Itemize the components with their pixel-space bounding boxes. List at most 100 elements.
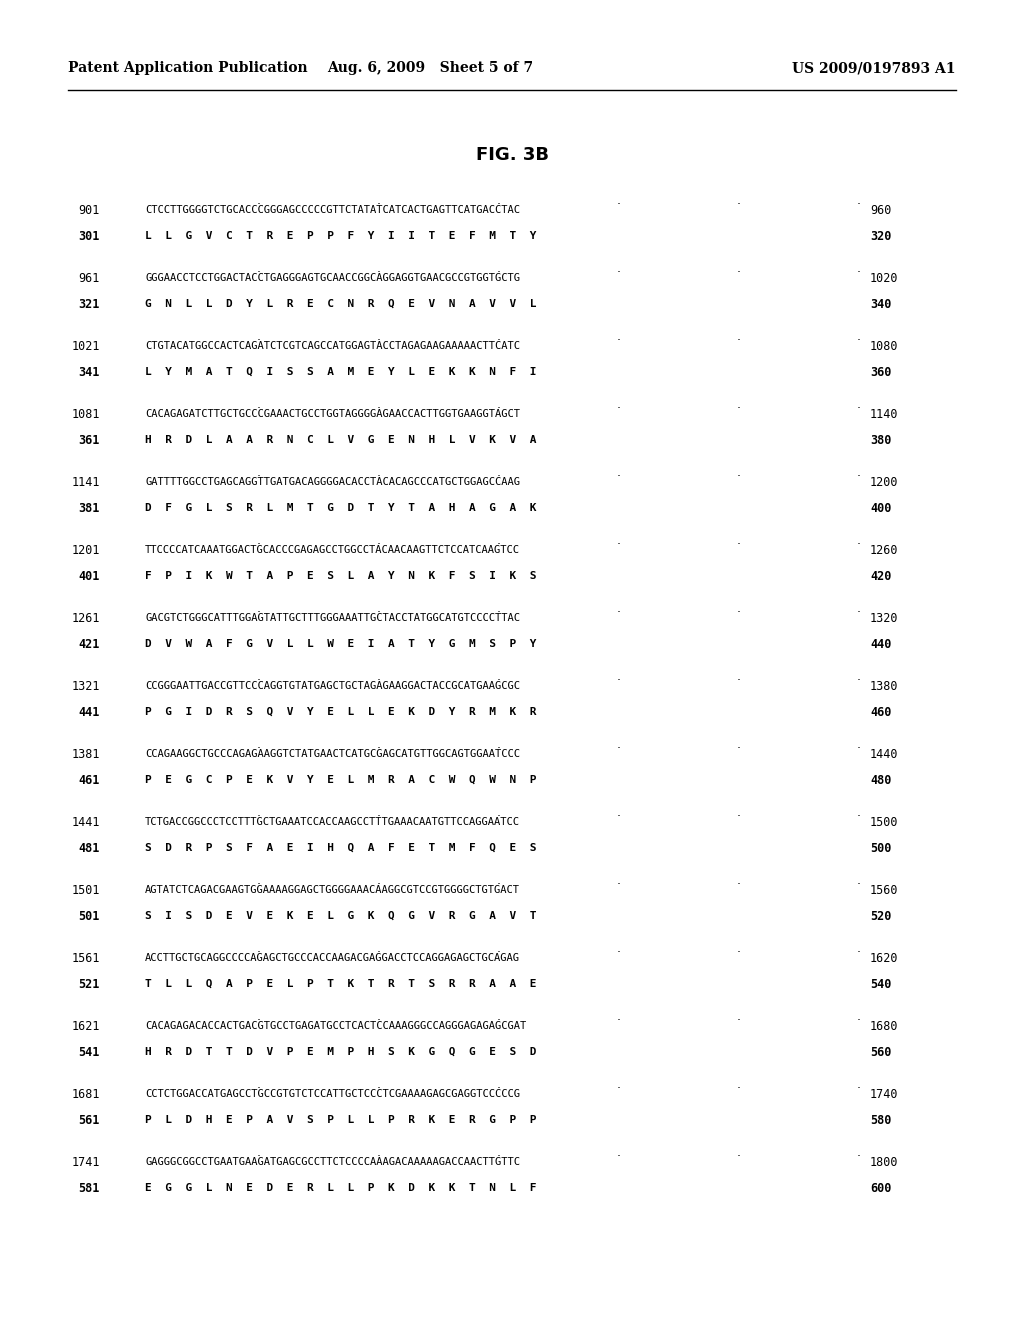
Text: .: . xyxy=(497,330,501,342)
Text: .: . xyxy=(617,1146,621,1159)
Text: 1021: 1021 xyxy=(72,339,100,352)
Text: F  P  I  K  W  T  A  P  E  S  L  A  Y  N  K  F  S  I  K  S: F P I K W T A P E S L A Y N K F S I K S xyxy=(145,572,537,581)
Text: S  D  R  P  S  F  A  E  I  H  Q  A  F  E  T  M  F  Q  E  S: S D R P S F A E I H Q A F E T M F Q E S xyxy=(145,843,537,853)
Text: .: . xyxy=(497,466,501,479)
Text: 460: 460 xyxy=(870,705,891,718)
Text: .: . xyxy=(497,669,501,682)
Text: .: . xyxy=(497,738,501,751)
Text: H  R  D  L  A  A  R  N  C  L  V  G  E  N  H  L  V  K  V  A: H R D L A A R N C L V G E N H L V K V A xyxy=(145,436,537,445)
Text: 441: 441 xyxy=(79,705,100,718)
Text: .: . xyxy=(377,738,381,751)
Text: .: . xyxy=(497,194,501,206)
Text: CCGGGAATTGACCGTTCCCAGGTGTATGAGCTGCTAGAGAAGGACTACCGCATGAAGCGC: CCGGGAATTGACCGTTCCCAGGTGTATGAGCTGCTAGAGA… xyxy=(145,681,520,690)
Text: 1380: 1380 xyxy=(870,680,898,693)
Text: CACAGAGACACCACTGACGTGCCTGAGATGCCTCACTCCAAAGGGCCAGGGAGAGAGCGAT: CACAGAGACACCACTGACGTGCCTGAGATGCCTCACTCCA… xyxy=(145,1020,526,1031)
Text: 360: 360 xyxy=(870,366,891,379)
Text: .: . xyxy=(737,805,741,818)
Text: GATTTTGGCCTGAGCAGGTTGATGACAGGGGACACCTACACAGCCCATGCTGGAGCCAAG: GATTTTGGCCTGAGCAGGTTGATGACAGGGGACACCTACA… xyxy=(145,477,520,487)
Text: .: . xyxy=(857,330,861,342)
Text: L  L  G  V  C  T  R  E  P  P  F  Y  I  I  T  E  F  M  T  Y: L L G V C T R E P P F Y I I T E F M T Y xyxy=(145,231,537,242)
Text: CTGTACATGGCCACTCAGATCTCGTCAGCCATGGAGTACCTAGAGAAGAAAAACTTCATC: CTGTACATGGCCACTCAGATCTCGTCAGCCATGGAGTACC… xyxy=(145,341,520,351)
Text: .: . xyxy=(377,602,381,615)
Text: .: . xyxy=(497,1146,501,1159)
Text: 1321: 1321 xyxy=(72,680,100,693)
Text: 1260: 1260 xyxy=(870,544,898,557)
Text: .: . xyxy=(377,533,381,546)
Text: .: . xyxy=(737,533,741,546)
Text: 341: 341 xyxy=(79,366,100,379)
Text: .: . xyxy=(737,1077,741,1090)
Text: 1680: 1680 xyxy=(870,1019,898,1032)
Text: .: . xyxy=(257,261,261,275)
Text: .: . xyxy=(857,738,861,751)
Text: 361: 361 xyxy=(79,433,100,446)
Text: 401: 401 xyxy=(79,569,100,582)
Text: 540: 540 xyxy=(870,978,891,990)
Text: .: . xyxy=(257,533,261,546)
Text: .: . xyxy=(737,397,741,411)
Text: .: . xyxy=(377,669,381,682)
Text: 1081: 1081 xyxy=(72,408,100,421)
Text: .: . xyxy=(617,194,621,206)
Text: 581: 581 xyxy=(79,1181,100,1195)
Text: .: . xyxy=(737,194,741,206)
Text: 1621: 1621 xyxy=(72,1019,100,1032)
Text: 1800: 1800 xyxy=(870,1155,898,1168)
Text: 1561: 1561 xyxy=(72,952,100,965)
Text: .: . xyxy=(617,1077,621,1090)
Text: .: . xyxy=(377,194,381,206)
Text: .: . xyxy=(737,261,741,275)
Text: .: . xyxy=(857,805,861,818)
Text: 501: 501 xyxy=(79,909,100,923)
Text: P  E  G  C  P  E  K  V  Y  E  L  M  R  A  C  W  Q  W  N  P: P E G C P E K V Y E L M R A C W Q W N P xyxy=(145,775,537,785)
Text: T  L  L  Q  A  P  E  L  P  T  K  T  R  T  S  R  R  A  A  E: T L L Q A P E L P T K T R T S R R A A E xyxy=(145,979,537,989)
Text: .: . xyxy=(257,805,261,818)
Text: 1440: 1440 xyxy=(870,747,898,760)
Text: 600: 600 xyxy=(870,1181,891,1195)
Text: 580: 580 xyxy=(870,1114,891,1126)
Text: D  V  W  A  F  G  V  L  L  W  E  I  A  T  Y  G  M  S  P  Y: D V W A F G V L L W E I A T Y G M S P Y xyxy=(145,639,537,649)
Text: .: . xyxy=(857,874,861,887)
Text: .: . xyxy=(857,669,861,682)
Text: 321: 321 xyxy=(79,297,100,310)
Text: .: . xyxy=(377,466,381,479)
Text: GGGAACCTCCTGGACTACCTGAGGGAGTGCAACCGGCAGGAGGTGAACGCCGTGGTGCTG: GGGAACCTCCTGGACTACCTGAGGGAGTGCAACCGGCAGG… xyxy=(145,273,520,282)
Text: 320: 320 xyxy=(870,230,891,243)
Text: 1500: 1500 xyxy=(870,816,898,829)
Text: .: . xyxy=(857,533,861,546)
Text: 381: 381 xyxy=(79,502,100,515)
Text: 1620: 1620 xyxy=(870,952,898,965)
Text: .: . xyxy=(617,1010,621,1023)
Text: .: . xyxy=(737,330,741,342)
Text: .: . xyxy=(617,669,621,682)
Text: .: . xyxy=(377,941,381,954)
Text: 901: 901 xyxy=(79,203,100,216)
Text: .: . xyxy=(617,874,621,887)
Text: .: . xyxy=(737,738,741,751)
Text: TCTGACCGGCCCTCCTTTGCTGAAATCCACCAAGCCTTTGAAACAATGTTCCAGGAATCC: TCTGACCGGCCCTCCTTTGCTGAAATCCACCAAGCCTTTG… xyxy=(145,817,520,828)
Text: CCTCTGGACCATGAGCCTGCCGTGTCTCCATTGCTCCCTCGAAAAGAGCGAGGTCCCCCG: CCTCTGGACCATGAGCCTGCCGTGTCTCCATTGCTCCCTC… xyxy=(145,1089,520,1100)
Text: 520: 520 xyxy=(870,909,891,923)
Text: .: . xyxy=(257,1146,261,1159)
Text: .: . xyxy=(257,874,261,887)
Text: .: . xyxy=(377,805,381,818)
Text: FIG. 3B: FIG. 3B xyxy=(475,147,549,164)
Text: .: . xyxy=(737,1146,741,1159)
Text: .: . xyxy=(617,330,621,342)
Text: AGTATCTCAGACGAAGTGGAAAAGGAGCTGGGGAAACAAGGCGTCCGTGGGGCTGTGACT: AGTATCTCAGACGAAGTGGAAAAGGAGCTGGGGAAACAAG… xyxy=(145,884,520,895)
Text: 1560: 1560 xyxy=(870,883,898,896)
Text: P  L  D  H  E  P  A  V  S  P  L  L  P  R  K  E  R  G  P  P: P L D H E P A V S P L L P R K E R G P P xyxy=(145,1115,537,1125)
Text: 1501: 1501 xyxy=(72,883,100,896)
Text: 301: 301 xyxy=(79,230,100,243)
Text: 420: 420 xyxy=(870,569,891,582)
Text: .: . xyxy=(617,738,621,751)
Text: .: . xyxy=(617,602,621,615)
Text: .: . xyxy=(857,1077,861,1090)
Text: .: . xyxy=(857,397,861,411)
Text: .: . xyxy=(497,1010,501,1023)
Text: .: . xyxy=(377,261,381,275)
Text: CACAGAGATCTTGCTGCCCGAAACTGCCTGGTAGGGGAGAACCACTTGGTGAAGGTAGCT: CACAGAGATCTTGCTGCCCGAAACTGCCTGGTAGGGGAGA… xyxy=(145,409,520,418)
Text: .: . xyxy=(737,941,741,954)
Text: .: . xyxy=(617,397,621,411)
Text: .: . xyxy=(857,261,861,275)
